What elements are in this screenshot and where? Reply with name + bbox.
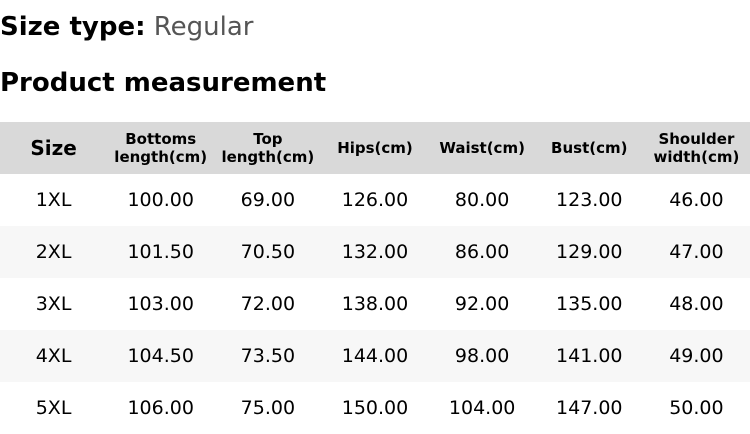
- table-cell: 69.00: [240, 189, 296, 211]
- column-header: Size: [0, 122, 108, 174]
- table-cell: 92.00: [454, 293, 510, 315]
- column-header: Bottoms length(cm): [107, 122, 215, 174]
- column-header: Bust(cm): [535, 122, 643, 174]
- table-cell: 144.00: [321, 330, 429, 382]
- table-cell: 129.00: [535, 226, 643, 278]
- header-row: Size Bottoms length(cm) Top length(cm) Hips…: [0, 122, 750, 174]
- table-cell: 126.00: [341, 189, 409, 211]
- size-type-label: Size type:: [0, 12, 146, 42]
- table-cell: 3XL: [35, 293, 72, 315]
- table-cell: 73.50: [214, 330, 322, 382]
- column-header: Top length(cm): [214, 122, 322, 174]
- column-header: Shoulder width(cm): [642, 122, 750, 174]
- table-cell: 2XL: [0, 226, 108, 278]
- table-cell: 123.00: [556, 189, 623, 211]
- table-cell: 50.00: [669, 397, 724, 419]
- table-cell: 49.00: [642, 330, 750, 382]
- table-cell: 80.00: [454, 189, 510, 211]
- table-cell: 47.00: [642, 226, 750, 278]
- table-row: 5XL 106.00 75.00 150.00 104.00 147.00 50.00: [0, 382, 750, 434]
- table-cell: 75.00: [240, 397, 296, 419]
- size-type-value: Regular: [153, 12, 254, 42]
- table-cell: 141.00: [535, 330, 643, 382]
- table-cell: 48.00: [669, 293, 724, 315]
- table-row: 2XL 101.50 70.50 132.00 86.00 129.00 47.00: [0, 226, 750, 278]
- size-type: Size type: Regular: [0, 12, 253, 42]
- table-cell: 98.00: [428, 330, 536, 382]
- table-cell: 150.00: [341, 397, 409, 419]
- table-cell: 138.00: [341, 293, 409, 315]
- table-cell: 1XL: [35, 189, 72, 211]
- table-cell: 72.00: [240, 293, 296, 315]
- table-cell: 104.00: [448, 397, 516, 419]
- section-title: Product measurement: [0, 68, 327, 98]
- table-row: 4XL 104.50 73.50 144.00 98.00 141.00 49.00: [0, 330, 750, 382]
- table-cell: 132.00: [321, 226, 429, 278]
- table-cell: 70.50: [214, 226, 322, 278]
- table-cell: 5XL: [35, 397, 72, 419]
- table-row: 1XL 100.00 69.00 126.00 80.00 123.00 46.00: [0, 174, 750, 226]
- table-cell: 106.00: [127, 397, 194, 419]
- table-cell: 100.00: [127, 189, 194, 211]
- table-cell: 135.00: [556, 293, 623, 315]
- table-cell: 147.00: [556, 397, 623, 419]
- table-cell: 103.00: [127, 293, 194, 315]
- table-cell: 104.50: [107, 330, 215, 382]
- table-cell: 46.00: [669, 189, 724, 211]
- table-row: 3XL 103.00 72.00 138.00 92.00 135.00 48.00: [0, 278, 750, 330]
- measurement-table: Size Bottoms length(cm) Top length(cm) Hips…: [0, 122, 750, 434]
- column-header: Hips(cm): [321, 122, 429, 174]
- column-header: Waist(cm): [428, 122, 536, 174]
- table-cell: 4XL: [0, 330, 108, 382]
- table-cell: 86.00: [428, 226, 536, 278]
- table-cell: 101.50: [107, 226, 215, 278]
